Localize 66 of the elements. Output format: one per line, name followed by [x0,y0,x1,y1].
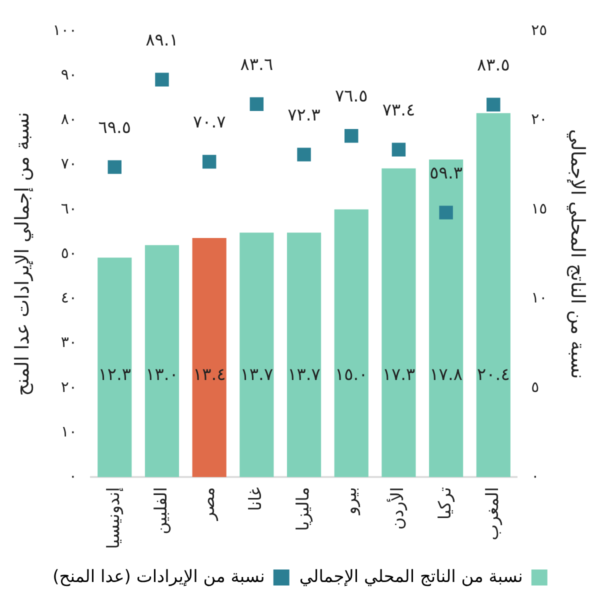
x-tick-label: الأردن [386,487,408,530]
data-label: ٨٩.١ [146,30,178,51]
y2-tick-label: ١٥ [531,199,548,218]
data-label: ١٣.٠ [146,365,178,385]
y-tick-label: ١٠ [60,422,77,440]
point [486,98,500,112]
bar [429,159,464,478]
y-axis-title: نسبة من إجمالي الإيرادات عدا المنح [11,112,34,396]
data-label: ٥٩.٣ [430,163,462,184]
y2-tick-label: ٢٥ [531,20,548,39]
x-tick-label: إندونيسيا [104,487,124,550]
legend-label: نسبة من الناتج المحلي الإجمالي [299,566,523,587]
x-tick-label: تركيا [435,486,456,520]
data-label: ١٣.٤ [192,365,226,385]
x-tick-label: غانا [246,486,266,512]
data-label: ١٣.٧ [240,365,274,385]
y2-tick-label: ١٠ [531,288,548,307]
bar [192,238,226,478]
point [297,148,311,162]
data-label: ١٧.٨ [430,365,462,385]
point [108,160,122,174]
y-tick-label: ٣٠ [60,333,77,352]
y-tick-label: ٩٠ [60,66,77,84]
point [250,97,264,112]
y-tick-label: ١٠٠ [52,20,77,39]
bar [382,168,416,478]
data-label: ١٢.٣ [98,365,132,385]
x-tick-label: ماليزيا [293,487,314,531]
y-tick-label: ٠ [68,466,77,485]
x-tick-label: مصر [198,487,219,522]
y-tick-label: ٨٠ [60,110,77,128]
y-tick-label: ٢٠ [60,378,77,396]
point [155,72,169,86]
bar [144,245,180,478]
x-tick-label: المغرب [482,487,503,540]
bar [334,209,368,478]
x-tick-label: الفلبين [151,487,172,534]
x-tick-label: بيرو [340,487,361,516]
y-tick-label: ٤٠ [60,288,77,307]
point [392,142,406,157]
y-tick-label: ٦٠ [60,199,77,218]
data-label: ٧٣.٤ [382,100,416,121]
data-label: ٧٠.٧ [192,112,226,133]
y2-tick-label: ٥ [531,378,540,396]
y2-axis-title: نسبة من الناتج المحلي الإجمالي [566,129,589,379]
data-label: ١٣.٧ [288,365,320,385]
point [344,128,358,143]
data-label: ٨٣.٦ [240,55,274,76]
y2-tick-label: ٠ [531,466,540,485]
y-tick-label: ٥٠ [60,244,77,262]
data-label: ٢٠.٤ [477,365,510,385]
data-label: ٧٦.٥ [334,86,368,107]
y2-tick-label: ٢٠ [531,110,548,128]
data-label: ١٥.٠ [334,365,368,385]
data-label: ٨٣.٥ [477,56,510,76]
bar [98,258,132,478]
point [202,154,216,169]
data-label: ٧٢.٣ [288,105,320,126]
legend-label: نسبة من الإيرادات (عدا المنح) [52,566,265,587]
point [439,206,453,220]
y-tick-label: ٧٠ [60,154,77,173]
bar [286,232,322,478]
data-label: ١٧.٣ [382,365,416,385]
bar [476,113,510,478]
data-label: ٦٩.٥ [98,118,132,138]
bar [240,232,274,478]
